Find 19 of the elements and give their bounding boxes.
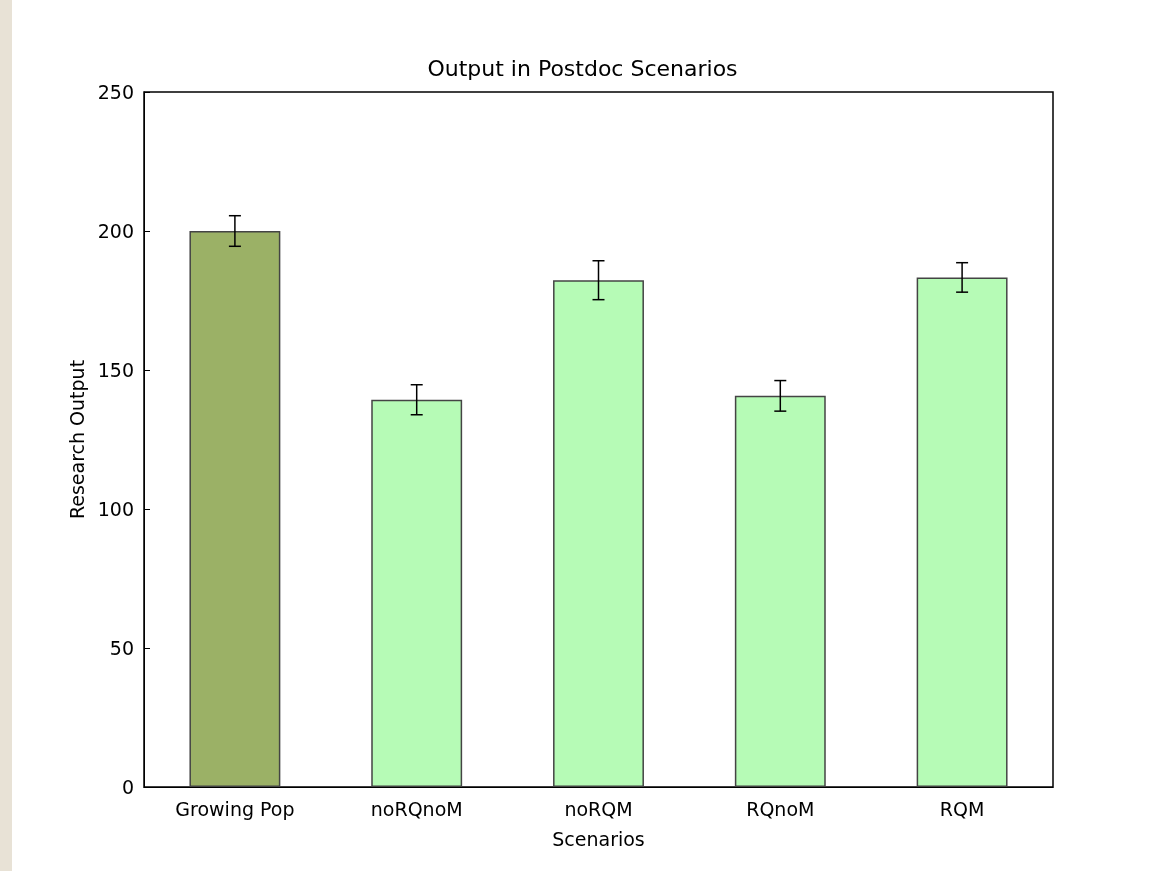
- y-tick-label: 100: [97, 498, 134, 520]
- bar: [189, 231, 281, 787]
- y-tick-label: 150: [97, 359, 134, 381]
- y-tick-label: 250: [97, 81, 134, 103]
- bar: [553, 280, 644, 787]
- chart-title: Output in Postdoc Scenarios: [427, 55, 738, 81]
- y-axis-title: Research Output: [66, 359, 89, 520]
- x-axis-title: Scenarios: [552, 827, 645, 850]
- x-tick-label: noRQnoM: [370, 797, 463, 820]
- bar: [371, 399, 463, 787]
- y-tick-label: 0: [121, 776, 134, 798]
- x-tick-label: RQM: [939, 797, 985, 820]
- y-tick-label: 50: [109, 637, 134, 659]
- x-tick-label: Growing Pop: [175, 797, 295, 820]
- y-tick-label: 200: [97, 220, 134, 242]
- x-tick-label: noRQM: [564, 797, 633, 820]
- bar: [734, 395, 826, 787]
- bar: [916, 277, 1008, 787]
- x-tick-label: RQnoM: [746, 797, 815, 820]
